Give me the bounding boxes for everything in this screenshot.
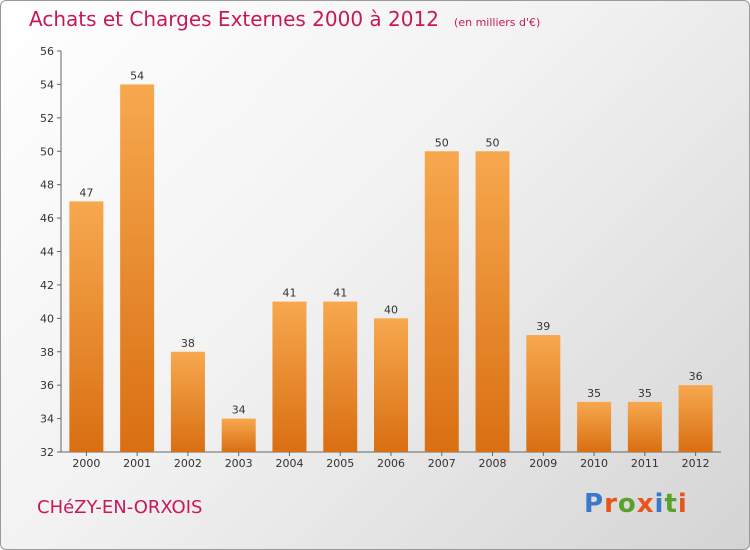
y-tick-label: 50	[40, 145, 54, 158]
x-tick-label: 2002	[174, 457, 202, 470]
bar	[170, 351, 205, 452]
bar-value-label: 40	[384, 303, 398, 316]
logo-letter: x	[636, 489, 655, 519]
y-tick-label: 46	[40, 212, 54, 225]
x-tick-label: 2008	[479, 457, 507, 470]
bar-value-label: 54	[130, 69, 144, 82]
x-tick-label: 2004	[275, 457, 303, 470]
x-tick-label: 2000	[72, 457, 100, 470]
bar-value-label: 39	[536, 320, 550, 333]
chart-title-block: Achats et Charges Externes 2000 à 2012 (…	[29, 7, 540, 31]
logo-letter: P	[584, 489, 605, 519]
bar-value-label: 47	[79, 186, 93, 199]
bar-value-label: 41	[333, 287, 347, 300]
chart-title: Achats et Charges Externes 2000 à 2012	[29, 7, 439, 31]
bar	[272, 301, 307, 452]
bar-value-label: 41	[282, 287, 296, 300]
x-tick-label: 2011	[631, 457, 659, 470]
proxiti-logo: Proxiti	[584, 489, 688, 519]
y-tick-label: 38	[40, 346, 54, 359]
logo-letter: i	[677, 489, 688, 519]
y-tick-label: 52	[40, 112, 54, 125]
bar	[323, 301, 358, 452]
y-tick-label: 42	[40, 279, 54, 292]
y-tick-label: 48	[40, 179, 54, 192]
y-tick-label: 54	[40, 78, 54, 91]
bar	[627, 401, 662, 452]
x-tick-label: 2007	[428, 457, 456, 470]
y-tick-label: 32	[40, 446, 54, 459]
bar-value-label: 34	[232, 404, 246, 417]
logo-letter: i	[654, 489, 665, 519]
bar-value-label: 50	[435, 136, 449, 149]
logo-letter: t	[664, 489, 678, 519]
y-tick-label: 44	[40, 246, 54, 259]
bar-value-label: 38	[181, 337, 195, 350]
bar-value-label: 50	[486, 136, 500, 149]
logo-letter: r	[604, 489, 618, 519]
x-tick-label: 2005	[326, 457, 354, 470]
bar	[577, 401, 612, 452]
logo-letter: o	[617, 489, 637, 519]
y-tick-label: 34	[40, 413, 54, 426]
x-tick-label: 2001	[123, 457, 151, 470]
chart-unit: (en milliers d'€)	[454, 16, 541, 29]
bar	[69, 201, 104, 452]
y-tick-label: 56	[40, 45, 54, 58]
x-tick-label: 2010	[580, 457, 608, 470]
bar-value-label: 35	[587, 387, 601, 400]
x-tick-label: 2009	[529, 457, 557, 470]
bar	[475, 151, 510, 452]
y-tick-label: 36	[40, 379, 54, 392]
bar	[678, 385, 713, 452]
x-tick-label: 2006	[377, 457, 405, 470]
x-tick-label: 2003	[225, 457, 253, 470]
bar-value-label: 35	[638, 387, 652, 400]
bar	[424, 151, 459, 452]
bar-value-label: 36	[689, 370, 703, 383]
y-tick-label: 40	[40, 312, 54, 325]
x-tick-label: 2012	[682, 457, 710, 470]
bar	[221, 418, 256, 452]
bar	[526, 335, 561, 452]
bar	[374, 318, 408, 452]
bar	[120, 84, 155, 453]
commune-name: CHéZY-EN-ORXOIS	[37, 497, 203, 518]
